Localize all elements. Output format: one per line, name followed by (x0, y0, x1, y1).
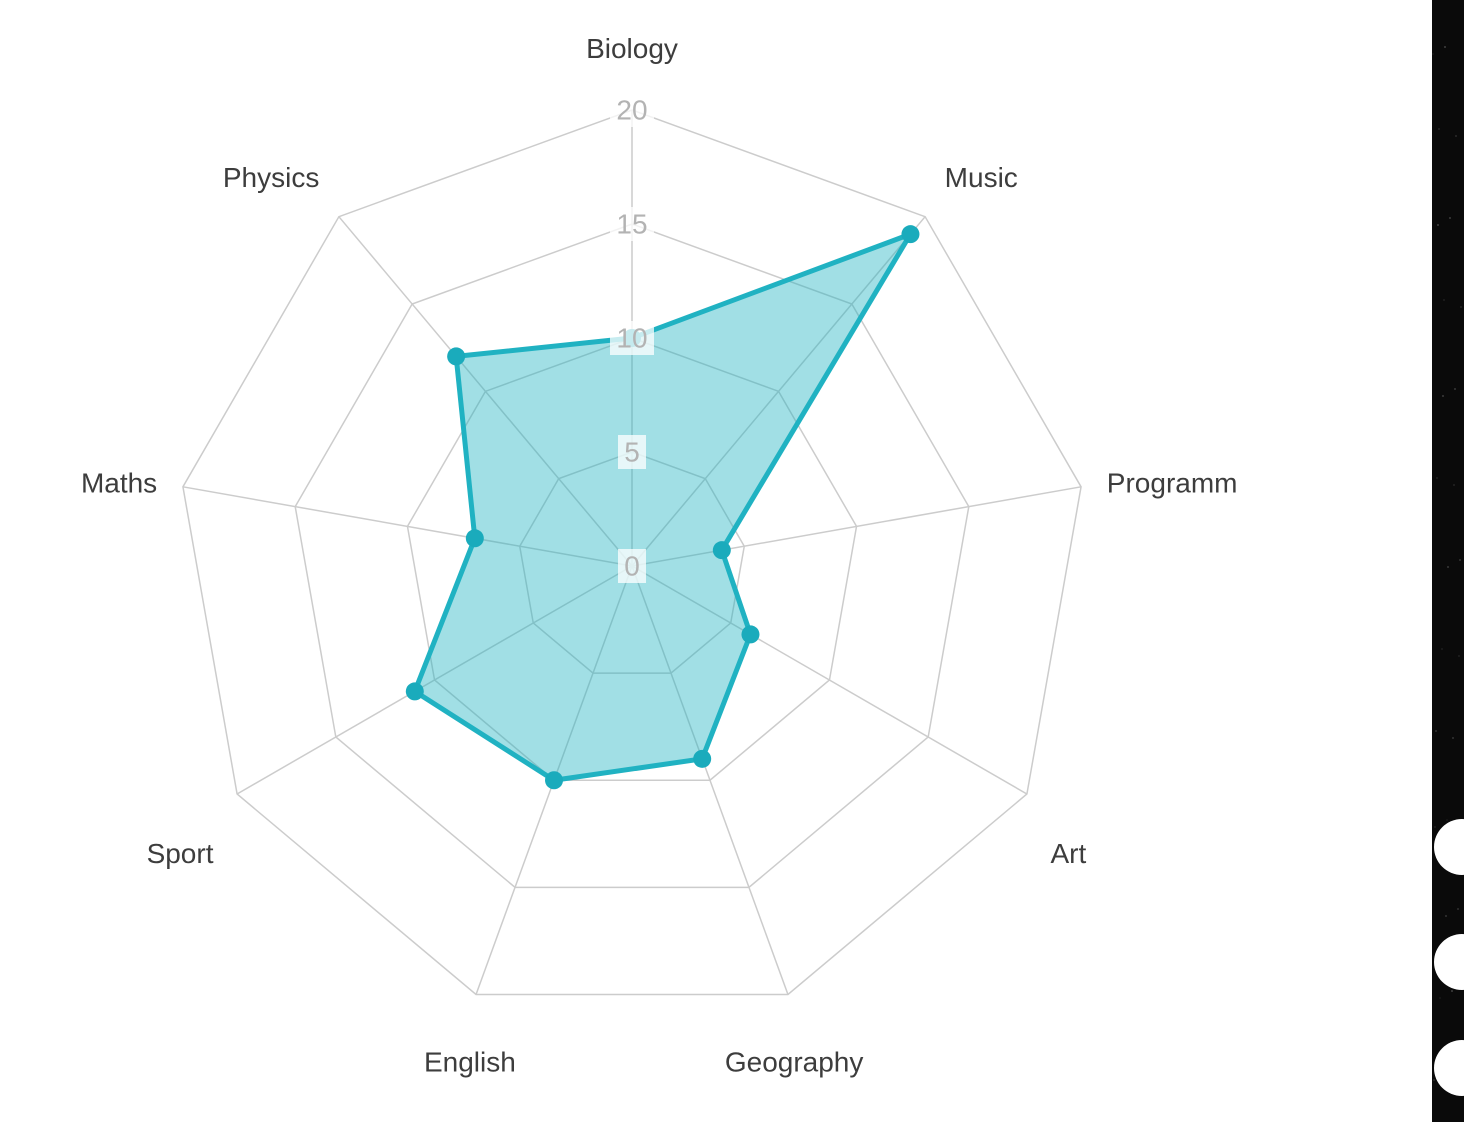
noise-speck (1436, 477, 1438, 479)
radar-chart-panel: 0 5 10 15 20 Biology Music Programm Art Geography… (80, 33, 1238, 1078)
desktop-edge-strip (1432, 0, 1464, 1122)
radar-data-point-sport[interactable] (405, 682, 424, 701)
noise-speck (1452, 737, 1454, 739)
radar-tick-backdrop (618, 435, 646, 469)
noise-speck (1441, 648, 1443, 650)
radar-data-point-maths[interactable] (465, 529, 484, 548)
dock-button-2[interactable] (1434, 934, 1464, 990)
noise-speck (1439, 997, 1441, 999)
radar-category-label-sport: Sport (147, 838, 214, 869)
radar-data-point-english[interactable] (545, 771, 564, 790)
radar-grid-ring (518, 451, 746, 674)
noise-speck (1449, 217, 1451, 219)
noise-speck (1443, 299, 1445, 301)
noise-speck (1458, 655, 1460, 657)
radar-category-label-maths: Maths (81, 468, 157, 499)
noise-speck (1453, 484, 1455, 486)
radar-category-label-art: Art (1050, 838, 1086, 869)
radar-tick-backdrop (610, 321, 654, 355)
radar-tick-label: 15 (616, 209, 647, 240)
radar-data-area[interactable] (412, 231, 913, 783)
radar-data-point-physics[interactable] (447, 347, 466, 366)
noise-speck (1454, 388, 1456, 390)
noise-speck (1451, 990, 1453, 992)
radar-data-point-geography[interactable] (693, 749, 712, 768)
radar-category-label-programm: Programm (1107, 468, 1238, 499)
noise-speck (1437, 224, 1439, 226)
noise-speck (1460, 306, 1462, 308)
noise-speck (1435, 730, 1437, 732)
radar-data-point-art[interactable] (741, 625, 760, 644)
radar-tick-label: 5 (624, 437, 640, 468)
radar-tick-label: 10 (616, 323, 647, 354)
noise-speck (1446, 819, 1448, 821)
noise-speck (1442, 395, 1444, 397)
radar-tick-backdrop (610, 93, 654, 127)
radar-tick-label: 0 (624, 551, 640, 582)
noise-speck (1444, 46, 1446, 48)
radar-category-label-english: English (424, 1046, 516, 1077)
radar-chart: 0 5 10 15 20 Biology Music Programm Art Geography… (81, 33, 1238, 1077)
dock-button-1[interactable] (1434, 819, 1464, 875)
noise-speck (1459, 559, 1461, 561)
radar-tick-label: 20 (616, 95, 647, 126)
noise-speck (1457, 908, 1459, 910)
radar-tick-backdrop (618, 549, 646, 583)
radar-category-label-biology: Biology (586, 33, 678, 64)
radar-grid-ring (406, 337, 858, 781)
noise-speck (1433, 1079, 1435, 1081)
radar-category-label-music: Music (945, 162, 1018, 193)
noise-speck (1432, 53, 1434, 55)
radar-category-label-geography: Geography (725, 1046, 864, 1077)
radar-grid-ring (182, 109, 1082, 996)
noise-speck (1438, 128, 1440, 130)
radar-data-point-music[interactable] (901, 225, 920, 244)
noise-speck (1447, 566, 1449, 568)
noise-speck (1445, 915, 1447, 917)
radar-tick-backdrop (610, 207, 654, 241)
radar-grid-ring (294, 223, 970, 889)
radar-data-point-programm[interactable] (712, 541, 731, 560)
radar-category-label-physics: Physics (223, 162, 319, 193)
dock-button-3[interactable] (1434, 1040, 1464, 1096)
noise-speck (1434, 826, 1436, 828)
noise-speck (1455, 135, 1457, 137)
